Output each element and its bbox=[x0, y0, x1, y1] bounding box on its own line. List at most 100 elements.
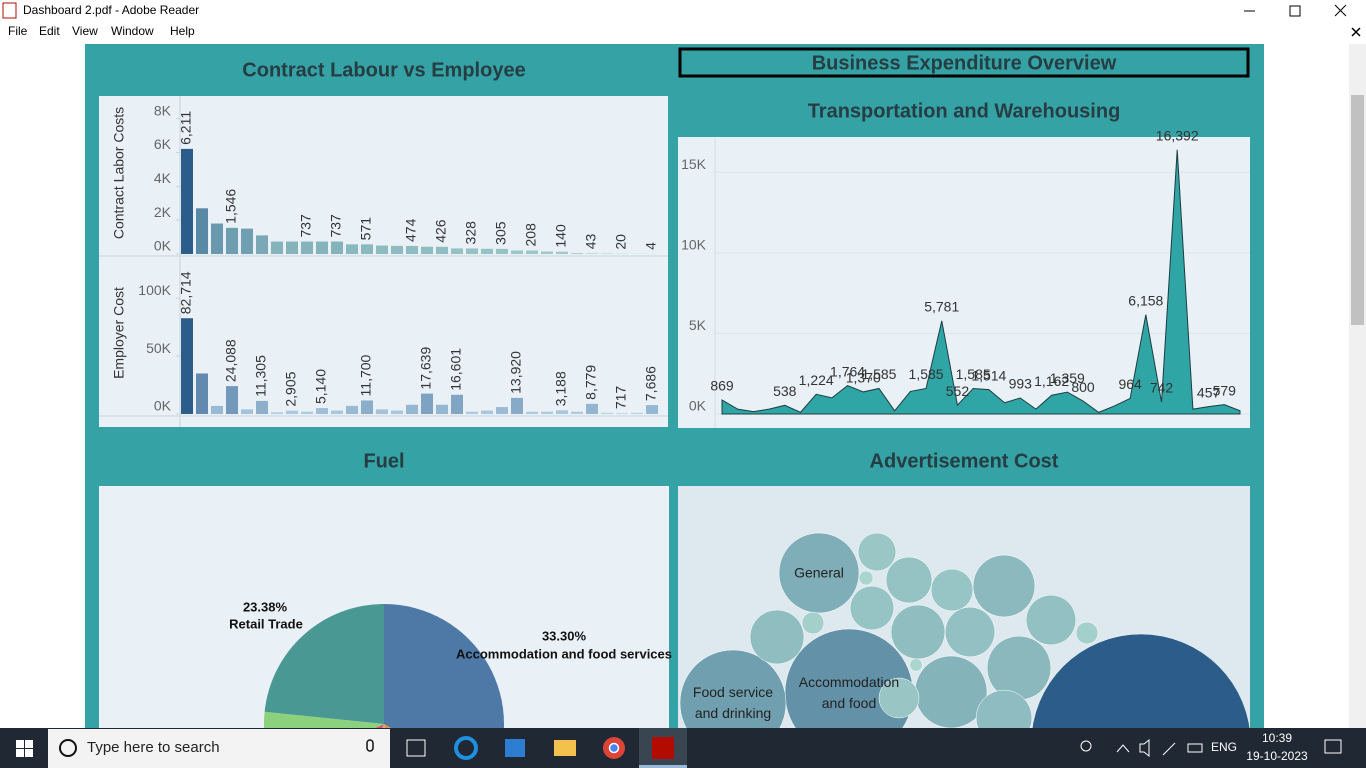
bar bbox=[361, 400, 373, 414]
people-icon[interactable] bbox=[1080, 740, 1092, 752]
bar bbox=[376, 245, 388, 254]
bar bbox=[541, 411, 553, 414]
close-button[interactable] bbox=[1334, 4, 1347, 17]
menu-item[interactable]: Help bbox=[170, 24, 195, 38]
bar bbox=[376, 409, 388, 414]
data-label: 737 bbox=[328, 214, 344, 238]
bar bbox=[346, 405, 358, 414]
y-tick-label: 10K bbox=[681, 237, 707, 253]
bubble bbox=[885, 556, 933, 604]
data-label: 11,700 bbox=[358, 354, 374, 396]
menu-item[interactable]: View bbox=[72, 24, 98, 38]
search-placeholder[interactable]: Type here to search bbox=[87, 739, 220, 756]
close-document[interactable] bbox=[1351, 27, 1361, 37]
restore-button[interactable] bbox=[1289, 5, 1301, 17]
data-label: 426 bbox=[433, 219, 449, 243]
menu-item[interactable]: Edit bbox=[39, 24, 60, 38]
volume-icon[interactable] bbox=[1139, 738, 1150, 758]
bubble bbox=[857, 532, 897, 572]
clock-date[interactable]: 19-10-2023 bbox=[1246, 749, 1308, 763]
app-icon bbox=[2, 2, 17, 19]
start-button[interactable] bbox=[16, 740, 33, 757]
axis-title: Employer Cost bbox=[111, 287, 127, 379]
data-label: 1,585 bbox=[909, 366, 944, 382]
data-label: 571 bbox=[358, 217, 374, 241]
bar bbox=[421, 393, 433, 414]
bar bbox=[391, 245, 403, 254]
language[interactable]: ENG bbox=[1211, 740, 1237, 754]
data-label: 7,686 bbox=[643, 366, 659, 401]
y-tick-label: 100K bbox=[138, 282, 171, 298]
bubble bbox=[1075, 621, 1099, 645]
title-bar bbox=[0, 0, 1366, 44]
bar bbox=[526, 250, 538, 254]
edge-icon[interactable] bbox=[454, 736, 478, 760]
store-icon[interactable] bbox=[505, 739, 525, 757]
bar bbox=[181, 148, 193, 254]
bar bbox=[391, 410, 403, 414]
bar bbox=[541, 251, 553, 254]
data-label: 6,211 bbox=[178, 111, 194, 145]
chart-panel bbox=[99, 96, 668, 427]
ad-chart bbox=[679, 532, 1250, 728]
notifications[interactable] bbox=[1324, 739, 1342, 754]
data-label: 1,585 bbox=[861, 366, 896, 382]
network-icon[interactable] bbox=[1162, 742, 1176, 756]
data-label: 993 bbox=[1009, 376, 1033, 392]
bar bbox=[466, 248, 478, 254]
bar bbox=[601, 253, 613, 254]
mic-icon[interactable] bbox=[366, 739, 374, 752]
bubble bbox=[986, 635, 1052, 701]
data-label: 13,920 bbox=[508, 351, 524, 394]
logo-part bbox=[25, 740, 33, 748]
bar bbox=[646, 405, 658, 414]
explorer-icon[interactable] bbox=[554, 740, 576, 756]
bar bbox=[556, 410, 568, 414]
bar bbox=[346, 244, 358, 254]
scroll-thumb[interactable] bbox=[1351, 95, 1364, 325]
battery-icon[interactable] bbox=[1187, 743, 1203, 753]
data-label: 1,546 bbox=[223, 189, 239, 224]
data-label: 6,158 bbox=[1128, 292, 1163, 308]
data-label: 43 bbox=[583, 233, 599, 249]
bar bbox=[406, 245, 418, 254]
data-label: 1,514 bbox=[971, 367, 1006, 383]
pie-slice bbox=[264, 711, 384, 728]
pie-label: 33.30% bbox=[542, 628, 587, 643]
pie-label: Accommodation and food services bbox=[456, 646, 672, 661]
bar bbox=[511, 250, 523, 254]
tray-expand[interactable] bbox=[1116, 744, 1130, 753]
bar bbox=[451, 394, 463, 414]
logo-part bbox=[16, 740, 24, 748]
data-label: 869 bbox=[710, 378, 734, 394]
data-label: 2,905 bbox=[283, 371, 299, 406]
clock-time[interactable]: 10:39 bbox=[1262, 731, 1292, 745]
data-label: 1,764 bbox=[830, 363, 865, 379]
bar bbox=[616, 413, 628, 414]
bubble bbox=[975, 689, 1033, 728]
bar bbox=[181, 318, 193, 414]
search-box[interactable] bbox=[48, 729, 390, 768]
menu-item[interactable]: Window bbox=[111, 24, 154, 38]
task-view[interactable] bbox=[406, 739, 426, 757]
bar bbox=[571, 411, 583, 414]
data-label: 717 bbox=[613, 386, 629, 410]
y-tick-label: 15K bbox=[681, 156, 707, 172]
bar bbox=[211, 223, 223, 254]
data-label: 8,779 bbox=[583, 365, 599, 400]
bar bbox=[286, 241, 298, 254]
data-label: 17,639 bbox=[418, 347, 434, 390]
bar bbox=[241, 409, 253, 414]
bar bbox=[406, 404, 418, 414]
bar bbox=[451, 248, 463, 254]
bar bbox=[256, 400, 268, 414]
menu-item[interactable]: File bbox=[8, 24, 28, 38]
data-label: 1,162 bbox=[1034, 373, 1069, 389]
data-label: 964 bbox=[1118, 376, 1142, 392]
data-label: 457 bbox=[1197, 384, 1221, 400]
data-label: 1,359 bbox=[1050, 370, 1085, 386]
bubble bbox=[972, 554, 1036, 618]
data-label: 742 bbox=[1150, 380, 1174, 396]
bar bbox=[331, 241, 343, 254]
